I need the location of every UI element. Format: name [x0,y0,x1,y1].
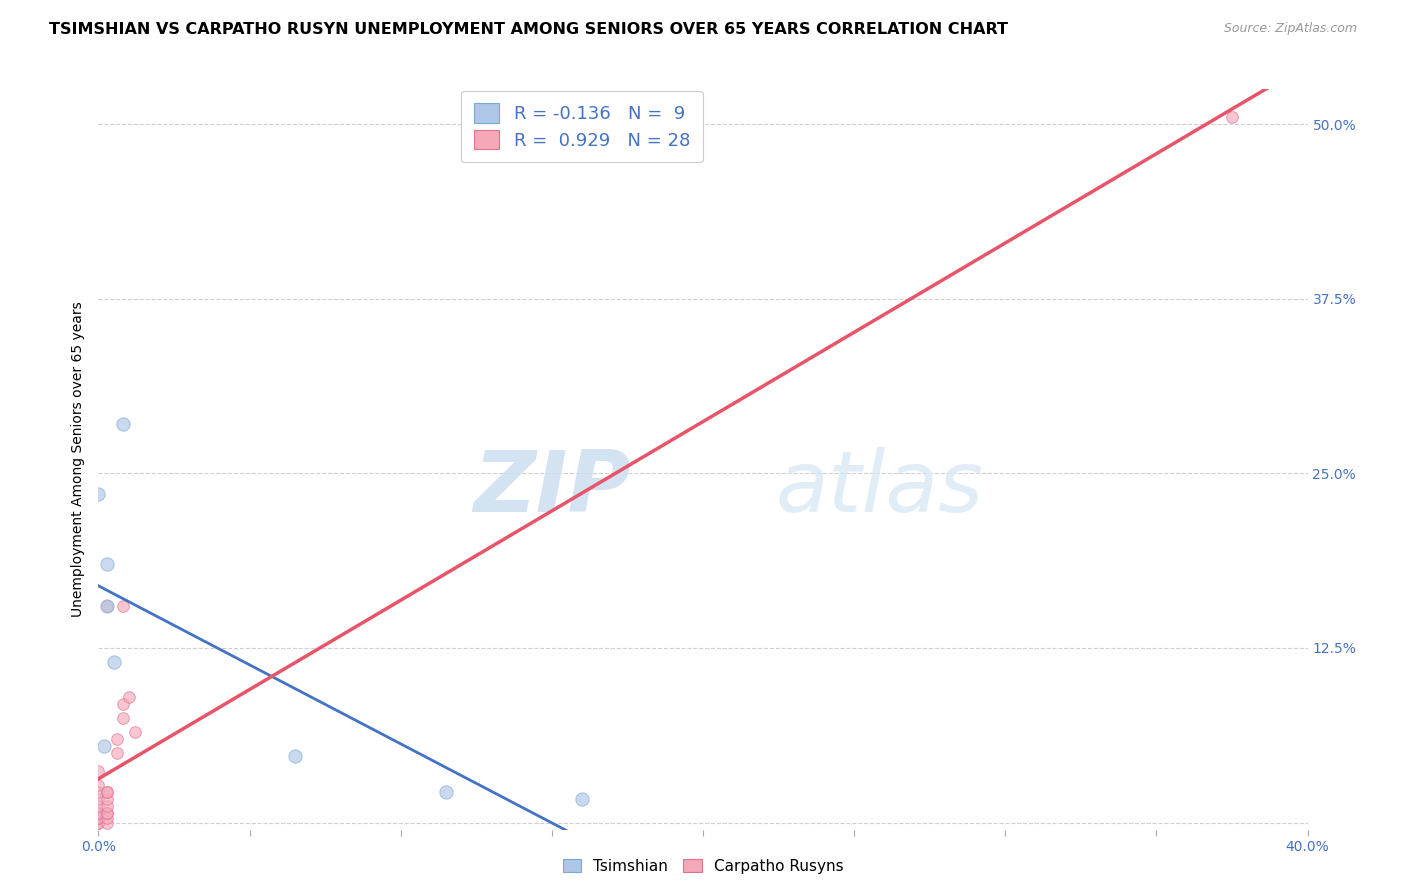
Point [1220,110,1243,124]
Y-axis label: Unemployment Among Seniors over 65 years: Unemployment Among Seniors over 65 years [72,301,86,617]
Point [111,697,134,711]
Point [87,764,110,778]
Point [434,785,457,799]
Point [87,778,110,792]
Legend: Tsimshian, Carpatho Rusyns: Tsimshian, Carpatho Rusyns [557,853,849,880]
Point [87,815,110,830]
Point [284,748,307,763]
Point [87,792,110,806]
Point [87,811,110,825]
Point [96,798,118,813]
Point [96,811,118,825]
Point [96,599,118,613]
Point [96,805,118,820]
Point [96,805,118,820]
Point [87,798,110,813]
Point [124,724,146,739]
Point [87,785,110,799]
Point [96,792,118,806]
Text: TSIMSHIAN VS CARPATHO RUSYN UNEMPLOYMENT AMONG SENIORS OVER 65 YEARS CORRELATION: TSIMSHIAN VS CARPATHO RUSYN UNEMPLOYMENT… [49,22,1008,37]
Point [96,785,118,799]
Point [571,792,593,806]
Point [111,711,134,725]
Text: Source: ZipAtlas.com: Source: ZipAtlas.com [1223,22,1357,36]
Point [105,746,128,760]
Text: atlas: atlas [776,448,984,531]
Point [118,690,141,704]
Point [87,487,110,501]
Point [96,599,118,613]
Point [103,655,125,669]
Point [87,805,110,820]
Point [87,815,110,830]
Point [111,599,134,613]
Point [96,815,118,830]
Point [96,785,118,799]
Point [87,811,110,825]
Text: ZIP: ZIP [472,448,630,531]
Point [96,557,118,571]
Point [93,739,115,753]
Point [105,731,128,746]
Point [111,417,134,432]
Point [87,805,110,820]
Legend: R = -0.136   N =  9, R =  0.929   N = 28: R = -0.136 N = 9, R = 0.929 N = 28 [461,91,703,162]
